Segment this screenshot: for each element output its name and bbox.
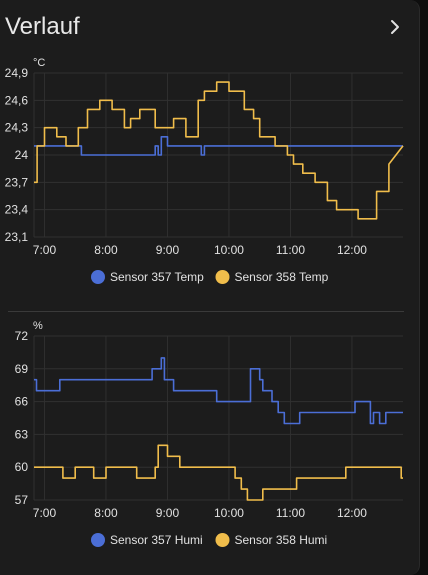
x-tick-label: 9:00 [156, 506, 180, 520]
card-header: Verlauf [5, 12, 410, 44]
y-tick-label: 24,3 [5, 121, 29, 135]
x-tick-label: 8:00 [94, 243, 118, 257]
y-tick-label: 24,9 [5, 66, 29, 80]
x-tick-label: 7:00 [33, 506, 57, 520]
y-tick-label: 63 [15, 427, 29, 441]
unit-label: °C [33, 57, 45, 69]
y-tick-label: 60 [15, 460, 29, 474]
y-tick-label: 72 [15, 329, 29, 343]
x-tick-label: 12:00 [337, 506, 367, 520]
x-tick-label: 10:00 [214, 243, 244, 257]
temperature-chart: °C 24,9 24,6 24,3 24 23,7 23,4 23,1 7:00 8:00 9:00… [5, 57, 404, 284]
chevron-right-icon[interactable] [386, 18, 404, 36]
y-tick-label: 24 [15, 148, 29, 162]
legend-item[interactable]: Sensor 358 Humi [215, 533, 328, 547]
series-line-sensor-358-humi[interactable] [34, 444, 403, 501]
legend-swatch [91, 270, 105, 284]
x-tick-label: 12:00 [337, 243, 367, 257]
x-tick-label: 9:00 [156, 243, 180, 257]
legend-swatch [215, 270, 230, 284]
legend-swatch [91, 533, 105, 547]
legend-item[interactable]: Sensor 358 Temp [215, 270, 329, 284]
humidity-chart: % 72 69 66 63 60 57 7:00 8:00 9:00 10:00 11:00 12:00… [15, 320, 403, 547]
x-tick-label: 11:00 [276, 506, 305, 520]
legend-label: Sensor 358 Temp [235, 270, 329, 284]
legend-swatch [215, 533, 230, 547]
y-tick-label: 23,7 [5, 175, 29, 189]
series-line-sensor-358-temp[interactable] [34, 81, 404, 220]
x-tick-label: 8:00 [94, 506, 118, 520]
series-line-sensor-357-temp[interactable] [34, 136, 403, 156]
unit-label: % [33, 320, 43, 332]
y-tick-label: 24,6 [5, 93, 29, 107]
series-line-sensor-357-humi[interactable] [34, 357, 403, 425]
legend-item[interactable]: Sensor 357 Temp [91, 270, 204, 284]
legend-label: Sensor 357 Temp [110, 270, 204, 284]
y-tick-label: 57 [15, 493, 29, 507]
y-tick-label: 66 [15, 395, 29, 409]
chart-divider [8, 311, 404, 312]
card-title: Verlauf [5, 13, 80, 40]
x-tick-label: 10:00 [214, 506, 244, 520]
legend-item[interactable]: Sensor 357 Humi [91, 533, 203, 547]
x-tick-label: 7:00 [33, 243, 57, 257]
y-tick-label: 23,4 [5, 203, 29, 217]
y-tick-label: 69 [15, 362, 29, 376]
legend-label: Sensor 358 Humi [235, 533, 328, 547]
legend-label: Sensor 357 Humi [110, 533, 203, 547]
y-tick-label: 23,1 [5, 230, 29, 244]
x-tick-label: 11:00 [276, 243, 305, 257]
